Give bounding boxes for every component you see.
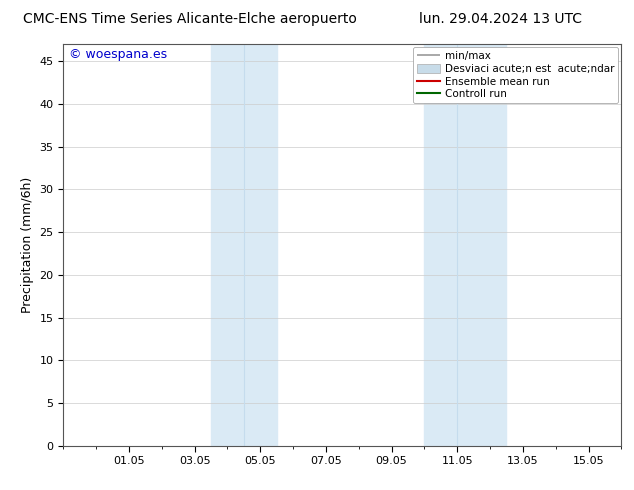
Bar bbox=[244, 44, 276, 446]
Text: © woespana.es: © woespana.es bbox=[69, 48, 167, 61]
Bar bbox=[211, 44, 244, 446]
Text: lun. 29.04.2024 13 UTC: lun. 29.04.2024 13 UTC bbox=[419, 12, 583, 26]
Bar bbox=[424, 44, 457, 446]
Bar bbox=[457, 44, 507, 446]
Text: CMC-ENS Time Series Alicante-Elche aeropuerto: CMC-ENS Time Series Alicante-Elche aerop… bbox=[23, 12, 357, 26]
Y-axis label: Precipitation (mm/6h): Precipitation (mm/6h) bbox=[21, 177, 34, 313]
Legend: min/max, Desviaci acute;n est  acute;ndar, Ensemble mean run, Controll run: min/max, Desviaci acute;n est acute;ndar… bbox=[413, 47, 618, 103]
